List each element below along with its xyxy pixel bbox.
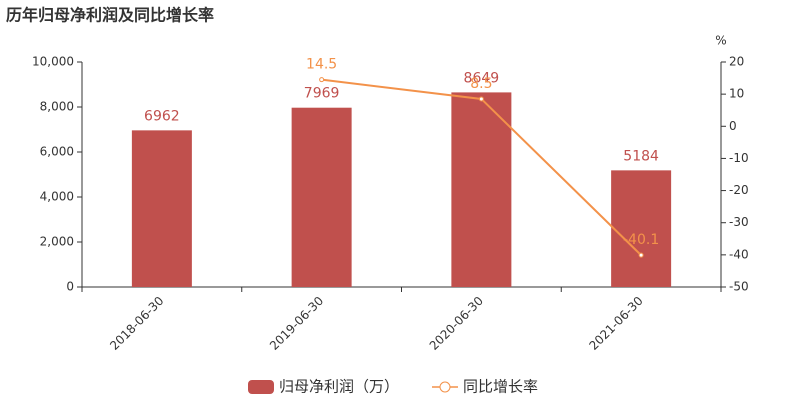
- x-tick-label: 2020-06-30: [427, 294, 486, 353]
- bar: [291, 107, 352, 287]
- legend-label: 同比增长率: [463, 378, 538, 396]
- bar: [451, 92, 512, 288]
- y2-tick-label: 10: [729, 87, 744, 101]
- line-value-label: 14.5: [306, 57, 337, 73]
- bar-value-label: 7969: [304, 86, 340, 102]
- x-tick-label: 2019-06-30: [267, 294, 326, 353]
- y2-tick-label: 0: [729, 119, 737, 133]
- y-tick-label: 0: [66, 280, 74, 294]
- y2-tick-label: -30: [729, 215, 749, 229]
- bar: [611, 170, 672, 287]
- y2-tick-label: -40: [729, 247, 749, 261]
- y2-tick-label: 20: [729, 55, 744, 69]
- x-tick-label: 2018-06-30: [107, 294, 166, 353]
- y2-tick-label: -50: [729, 280, 749, 294]
- y-tick-label: 6,000: [40, 145, 74, 159]
- bar-value-label: 8649: [464, 70, 500, 86]
- legend-swatch: [248, 380, 274, 394]
- line-value-label: -40.1: [623, 232, 659, 248]
- y2-tick-label: -20: [729, 183, 749, 197]
- y-tick-label: 4,000: [40, 190, 74, 204]
- bar-value-label: 5184: [623, 148, 659, 164]
- line-point: [638, 252, 644, 258]
- bar: [131, 130, 192, 287]
- chart-title: 历年归母净利润及同比增长率: [6, 6, 214, 25]
- line-point: [319, 77, 325, 83]
- y2-tick-label: -10: [729, 151, 749, 165]
- bar-value-label: 6962: [144, 108, 180, 124]
- legend-label: 归母净利润（万）: [279, 378, 399, 396]
- legend-marker: [439, 381, 451, 393]
- x-tick-label: 2021-06-30: [587, 294, 646, 353]
- line-value-label: 8.5: [470, 76, 492, 92]
- line-point: [478, 96, 484, 102]
- y-tick-label: 10,000: [32, 55, 74, 69]
- y-tick-label: 8,000: [40, 100, 74, 114]
- y-tick-label: 2,000: [40, 235, 74, 249]
- y2-axis-label: %: [715, 34, 726, 48]
